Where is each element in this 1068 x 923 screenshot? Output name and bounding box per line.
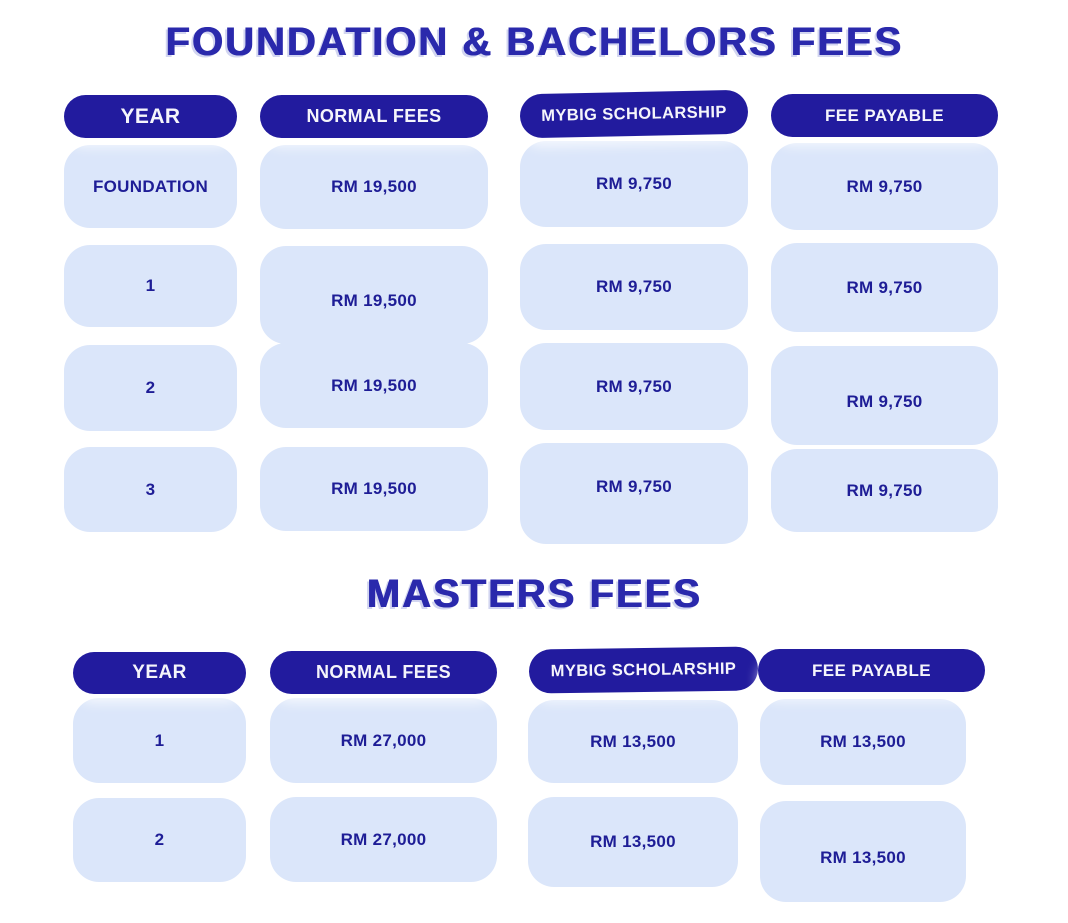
header-pill-mybig-scholarship: MYBIG SCHOLARSHIP xyxy=(528,646,759,694)
header-pill-normal-fees: NORMAL FEES xyxy=(260,95,488,138)
table-cell: 2 xyxy=(73,798,246,882)
table-cell: RM 19,500 xyxy=(260,246,488,344)
table-cell: RM 9,750 xyxy=(520,141,748,227)
table-cell: RM 9,750 xyxy=(520,244,748,330)
table-cell: 1 xyxy=(64,245,237,327)
table-cell: RM 9,750 xyxy=(771,243,998,332)
header-pill-normal-fees: NORMAL FEES xyxy=(270,651,497,694)
table-cell: RM 9,750 xyxy=(520,343,748,430)
table-cell: RM 27,000 xyxy=(270,797,497,882)
table-cell: 3 xyxy=(64,447,237,532)
table-cell: RM 13,500 xyxy=(528,797,738,887)
table-cell: RM 13,500 xyxy=(528,700,738,783)
table-cell: RM 9,750 xyxy=(771,449,998,532)
table-cell: RM 19,500 xyxy=(260,145,488,229)
table-cell: RM 9,750 xyxy=(771,346,998,445)
table-cell: RM 9,750 xyxy=(771,143,998,230)
table-cell: RM 27,000 xyxy=(270,698,497,783)
table-cell: RM 9,750 xyxy=(520,443,748,544)
table-cell: FOUNDATION xyxy=(64,145,237,228)
header-pill-fee-payable: FEE PAYABLE xyxy=(771,94,998,137)
section-title-foundation-bachelors: FOUNDATION & BACHELORS FEES xyxy=(165,20,903,64)
table-cell: 1 xyxy=(73,698,246,783)
table-cell: RM 19,500 xyxy=(260,343,488,428)
table-cell: RM 13,500 xyxy=(760,699,966,785)
header-pill-fee-payable: FEE PAYABLE xyxy=(758,649,985,692)
section-title-masters: MASTERS FEES xyxy=(366,572,702,616)
header-pill-year: YEAR xyxy=(73,652,246,694)
table-cell: RM 13,500 xyxy=(760,801,966,902)
table-cell: 2 xyxy=(64,345,237,431)
header-pill-mybig-scholarship: MYBIG SCHOLARSHIP xyxy=(519,89,749,139)
header-pill-year: YEAR xyxy=(64,95,237,138)
table-cell: RM 19,500 xyxy=(260,447,488,531)
